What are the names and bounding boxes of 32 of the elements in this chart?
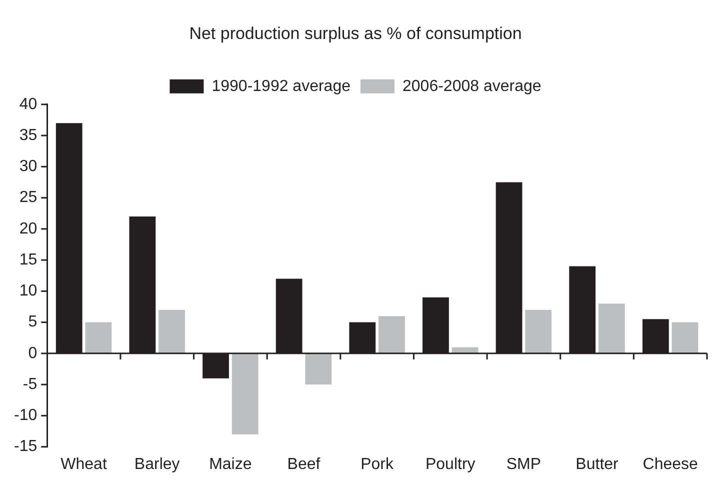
bar [525, 310, 552, 354]
x-tick-label: Cheese [642, 456, 698, 473]
x-tick-label: Wheat [60, 456, 108, 473]
legend-label: 1990-1992 average [212, 78, 351, 95]
x-tick-label: Maize [209, 456, 252, 473]
y-tick-label: 5 [28, 314, 38, 331]
bar [232, 353, 258, 434]
bar [378, 316, 405, 354]
y-tick-label: 0 [28, 344, 38, 362]
x-tick-label: Poultry [425, 456, 476, 473]
x-tick-label: Barley [134, 456, 180, 473]
bar [158, 310, 185, 354]
y-tick-label: -15 [14, 438, 38, 456]
x-tick-label: Pork [360, 456, 395, 473]
legend-label: 2006-2008 average [402, 78, 542, 95]
y-tick-label: -10 [14, 407, 38, 424]
y-tick-label: 35 [19, 126, 38, 144]
y-tick-label: 20 [19, 220, 38, 238]
x-tick-label: Beef [287, 456, 321, 473]
y-tick-label: 30 [19, 158, 38, 176]
bar [598, 304, 625, 354]
y-tick-label: 10 [19, 282, 38, 300]
y-tick-label: 25 [19, 189, 38, 206]
bar [85, 322, 112, 354]
x-tick-label: SMP [506, 456, 542, 473]
x-tick-label: Butter [576, 456, 620, 473]
chart-title: Net production surplus as % of consumption [189, 24, 522, 43]
bar [672, 322, 698, 354]
y-tick-label: 15 [19, 251, 38, 268]
y-tick-label: -5 [22, 376, 38, 393]
y-tick-label: 40 [19, 96, 38, 113]
bar [305, 353, 332, 385]
